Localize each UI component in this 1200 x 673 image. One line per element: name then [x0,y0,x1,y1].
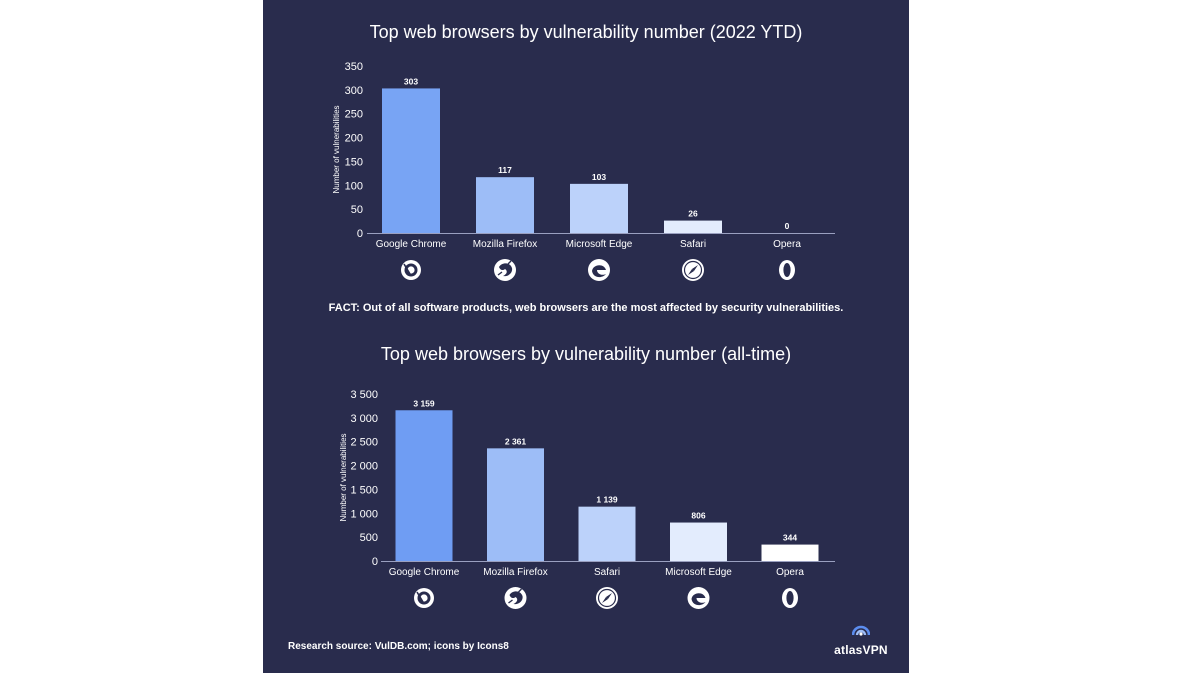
atlasvpn-logo: atlasVPN [833,620,889,657]
data-label: 26 [688,209,698,219]
category-label: Microsoft Edge [665,567,732,578]
data-label: 806 [691,511,705,521]
y-tick-label: 3 500 [350,389,378,401]
y-tick-label: 50 [351,204,363,216]
fact-text: FACT: Out of all software products, web … [328,302,844,314]
safari-icon-ring [683,260,703,280]
firefox-icon-disc [504,587,527,609]
category-label: Mozilla Firefox [483,567,547,578]
firefox-icon-detail [497,260,512,276]
y-tick-label: 2 500 [350,437,378,449]
bar [395,410,453,561]
edge-icon [687,587,710,609]
y-tick-label: 0 [357,228,363,240]
data-label: 117 [498,165,512,175]
category-label: Safari [594,567,620,578]
safari-icon [596,587,618,609]
safari-icon [682,259,704,281]
bar [578,506,636,561]
category-label: Opera [773,239,801,250]
research-source: Research source: VulDB.com; icons by Ico… [288,641,509,652]
bar [476,177,534,233]
chart-2022-ytd: 0 50 100 150 200 250 300 350 Number of vulnerabi… [332,61,835,281]
firefox-icon-fox [499,263,513,277]
y-tick-label: 200 [345,133,363,145]
y-tick-label: 100 [345,180,363,192]
bar [664,220,722,233]
infographic-panel: Top web browsers by vulnerability number… [263,0,909,673]
category-label: Safari [680,239,706,250]
safari-icon-needle-a [692,265,698,271]
edge-icon-wave [691,593,706,606]
opera-icon [782,588,798,608]
opera-icon [779,260,795,280]
data-label: 344 [783,533,797,543]
opera-icon-inner [783,263,791,277]
edge-icon-wave [592,265,606,278]
category-label: Google Chrome [389,567,460,578]
data-label: 3 159 [413,398,435,408]
firefox-icon-detail [508,588,522,604]
data-label: 2 361 [505,436,527,446]
data-label: 303 [404,76,418,86]
y-tick-label: 3 000 [350,413,378,425]
y-tick-label: 150 [345,156,363,168]
chart-title-all-time: Top web browsers by vulnerability number… [380,344,792,364]
data-label: 1 139 [596,495,618,505]
bar [382,88,440,233]
firefox-icon [494,259,516,281]
category-label: Microsoft Edge [566,239,633,250]
y-axis-title: Number of vulnerabilities [339,433,348,521]
bar [761,544,819,561]
safari-icon-ring [597,588,617,608]
category-label: Google Chrome [376,239,447,250]
y-tick-label: 300 [345,85,363,97]
y-axis-title: Number of vulnerabilities [332,105,341,193]
y-tick-label: 250 [345,109,363,121]
bar [570,183,628,233]
data-label: 103 [592,172,606,182]
bar [487,448,544,561]
y-tick-label: 350 [345,61,363,73]
chart-title-2022: Top web browsers by vulnerability number… [369,22,803,42]
firefox-icon-fox [509,591,523,605]
category-label: Mozilla Firefox [473,239,537,250]
category-label: Opera [776,567,804,578]
firefox-icon-disc [494,259,516,281]
brand-name: atlasVPN [834,643,888,657]
chrome-icon [414,588,434,608]
firefox-icon [504,587,527,609]
safari-icon-needle-a [606,593,612,599]
chrome-icon [401,260,421,280]
y-tick-label: 2 000 [350,461,378,473]
y-tick-label: 0 [372,556,378,568]
safari-icon-needle-b [688,269,694,275]
chrome-icon-seg [403,263,411,275]
y-tick-label: 1 500 [350,484,378,496]
y-tick-label: 1 000 [350,508,378,520]
chrome-icon-seg [416,591,424,603]
edge-icon [588,259,610,281]
data-label: 0 [785,221,790,231]
y-tick-label: 500 [360,532,378,544]
opera-icon-inner [786,591,794,605]
safari-icon-needle-b [602,597,608,603]
bar [670,522,727,561]
chart-all-time: 0 500 1 000 1 500 2 000 2 500 3 000 3 500 Number… [339,389,835,609]
atlasvpn-logo-icon [851,625,871,636]
